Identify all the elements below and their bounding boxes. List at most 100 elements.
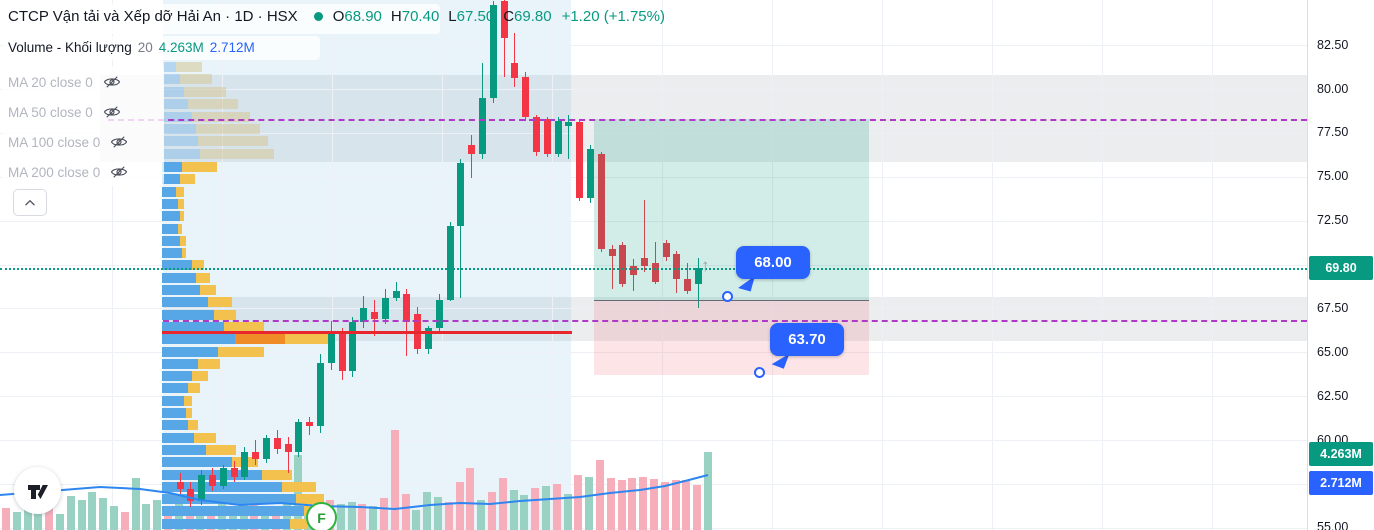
gridline — [0, 308, 1307, 310]
volume-bar — [628, 478, 637, 530]
volume-bar — [293, 455, 302, 530]
volume-profile-bar — [208, 297, 232, 308]
candle — [565, 122, 573, 126]
symbol-title-row[interactable]: CTCP Vận tải và Xếp dỡ Hải An · 1D · HSX… — [8, 8, 665, 25]
ma-100-row[interactable]: MA 100 close 0 — [8, 131, 130, 153]
volume-profile-bar — [180, 235, 186, 246]
volume-bar — [110, 506, 118, 530]
volume-profile-poc-bar — [235, 334, 285, 345]
price-axis-label: 67.50 — [1317, 300, 1349, 315]
candle-wick — [406, 289, 408, 356]
volume-bar — [358, 504, 367, 530]
volume-profile-bar — [162, 162, 182, 172]
volume-profile-bar — [162, 235, 180, 246]
price-axis-label: 75.00 — [1317, 169, 1349, 184]
candle — [468, 145, 476, 154]
volume-profile-bar — [162, 346, 218, 357]
ma-100-label[interactable]: MA 100 close 0 — [8, 134, 101, 150]
volume-bar — [56, 514, 64, 530]
volume-profile-bar — [164, 136, 198, 147]
candle-wick — [309, 417, 311, 435]
volume-indicator-row[interactable]: Volume - Khối lượng 20 4.263M 2.712M — [8, 40, 255, 55]
volume-profile-bar — [162, 186, 176, 197]
volume-bar — [477, 500, 486, 530]
candle — [360, 308, 368, 323]
eye-off-icon[interactable] — [108, 162, 130, 182]
candle-wick — [514, 32, 516, 88]
purple-dashed-lower[interactable] — [163, 319, 1307, 322]
callout-anchor-dot[interactable] — [722, 291, 733, 302]
poc-line[interactable] — [162, 331, 572, 334]
gridline — [0, 45, 1307, 47]
volume-profile-bar — [162, 420, 188, 431]
volume-profile-bar — [162, 432, 194, 443]
price-axis[interactable]: 82.50 80.00 77.50 75.00 72.50 67.50 65.00 62.50… — [1307, 0, 1374, 530]
candle — [230, 468, 238, 477]
volume-profile-bar — [164, 148, 200, 159]
volume-profile-bar — [182, 248, 186, 259]
volume-value: 4.263M — [158, 40, 204, 55]
volume-profile-bar — [162, 285, 200, 295]
candle — [316, 362, 324, 426]
purple-dashed-upper[interactable] — [108, 118, 1307, 121]
volume-profile-bar — [162, 260, 192, 271]
candle — [554, 120, 562, 154]
eye-off-icon[interactable] — [101, 72, 123, 92]
price-callout[interactable]: 68.00 — [736, 246, 810, 279]
volume-ma-line — [0, 474, 709, 511]
volume-bar — [380, 498, 388, 530]
callout-anchor-dot[interactable] — [754, 367, 765, 378]
candle — [414, 313, 422, 349]
event-marker-f[interactable]: F — [306, 502, 337, 530]
gridline — [0, 396, 1307, 398]
current-price-line[interactable] — [0, 268, 1307, 270]
symbol-title[interactable]: CTCP Vận tải và Xếp dỡ Hải An · 1D · HSX — [8, 8, 298, 25]
volume-profile-bar — [176, 62, 202, 72]
price-axis-label: 62.50 — [1317, 388, 1349, 403]
candle — [640, 257, 648, 267]
candle — [457, 162, 465, 226]
candle-wick — [643, 199, 645, 272]
ma-50-row[interactable]: MA 50 close 0 — [8, 101, 123, 123]
candle — [435, 299, 443, 328]
candle — [608, 248, 616, 256]
open-value: O68.90 — [332, 8, 382, 25]
chart-pane[interactable]: 68.00 63.70 — [0, 0, 1307, 530]
volume-profile-bar — [162, 334, 235, 345]
candle — [252, 452, 260, 460]
ma-20-row[interactable]: MA 20 close 0 — [8, 71, 123, 93]
eye-off-icon[interactable] — [108, 132, 130, 152]
current-price-badge: 69.80 — [1309, 256, 1373, 280]
price-callout[interactable]: 63.70 — [770, 323, 844, 356]
volume-bar — [455, 482, 464, 530]
candle — [619, 245, 627, 284]
market-status-dot[interactable] — [313, 12, 323, 21]
volume-bar — [12, 512, 21, 530]
ma-20-label[interactable]: MA 20 close 0 — [8, 74, 93, 90]
candle — [500, 1, 508, 39]
candle — [338, 332, 346, 372]
volume-profile-bar — [162, 481, 282, 492]
volume-bar — [444, 502, 453, 530]
volume-profile-bar — [162, 408, 186, 418]
volume-bar — [142, 504, 151, 530]
volume-profile-bar — [184, 395, 192, 406]
price-axis-label: 55.00 — [1317, 520, 1349, 530]
tradingview-logo[interactable] — [14, 467, 61, 514]
eye-off-icon[interactable] — [101, 102, 123, 122]
ma-50-label[interactable]: MA 50 close 0 — [8, 104, 93, 120]
volume-ma-length: 20 — [137, 40, 153, 55]
volume-profile-bar — [200, 148, 274, 159]
candle — [295, 422, 303, 453]
ma-200-row[interactable]: MA 200 close 0 — [8, 161, 130, 183]
volume-bar — [185, 506, 194, 530]
volume-indicator-label[interactable]: Volume - Khối lượng — [8, 40, 132, 55]
volume-bar — [45, 504, 54, 530]
volume-bar — [520, 495, 529, 530]
volume-bar — [650, 479, 658, 530]
candle — [489, 4, 497, 98]
position-entry-line[interactable] — [594, 299, 869, 302]
ma-200-label[interactable]: MA 200 close 0 — [8, 164, 101, 180]
collapse-legend-button[interactable] — [13, 189, 47, 216]
volume-profile-bar — [188, 383, 200, 394]
